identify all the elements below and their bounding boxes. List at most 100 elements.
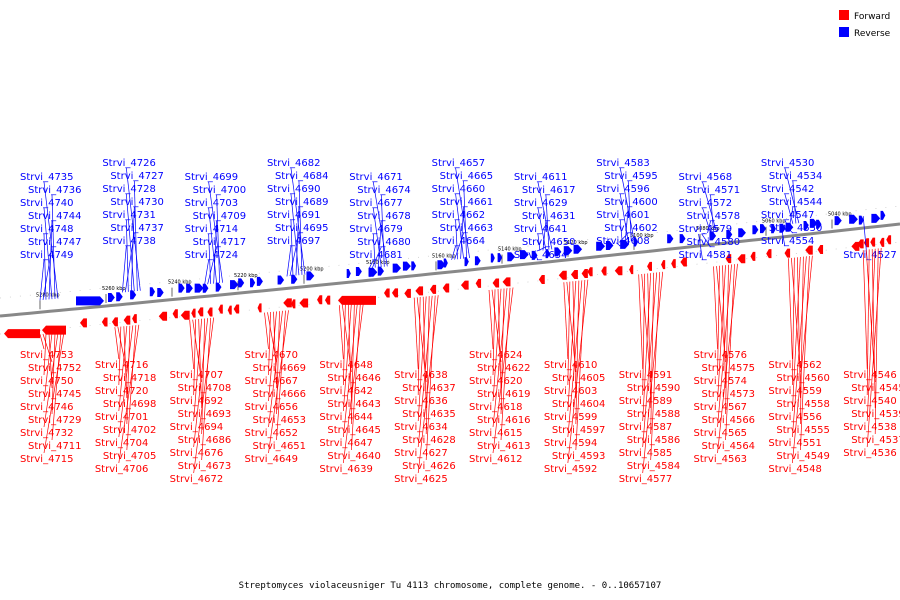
scale-tick-label: 5060 kbp [762,219,786,225]
forward-gene-leader [193,319,197,396]
reverse-gene-label: Strvi_4664 [432,236,486,247]
forward-gene-label: Strvi_4546 [843,370,897,381]
forward-gene-leader [572,281,577,399]
forward-gene-leader [422,296,427,409]
forward-gene-arrow [227,305,232,315]
reverse-gene-leader [43,181,59,299]
forward-gene-label: Strvi_4589 [619,396,673,407]
forward-gene-arrow [750,251,756,261]
reverse-gene-label: Strvi_4534 [769,171,823,182]
forward-gene-label: Strvi_4624 [469,350,523,361]
forward-gene-label: Strvi_4575 [702,363,756,374]
forward-gene-label: Strvi_4732 [20,428,74,439]
reverse-gene-leader [619,193,629,242]
reverse-gene-arrow [679,234,686,244]
forward-gene-leader [268,310,283,428]
reverse-gene-leader [545,194,550,250]
forward-gene-arrow [391,288,399,298]
forward-gene-label: Strvi_4592 [544,464,598,475]
reverse-gene-leader [783,224,794,234]
reverse-gene-arrow [402,261,411,271]
reverse-gene-leader [208,233,211,284]
forward-gene-leader [417,295,439,474]
forward-gene-arrow [299,298,309,308]
forward-gene-leader [567,281,571,386]
forward-gene-leader [118,325,128,412]
forward-gene-label: Strvi_4551 [768,438,822,449]
forward-gene-label: Strvi_4653 [253,415,307,426]
forward-gene-label: Strvi_4645 [327,425,381,436]
forward-gene-leader [575,280,586,451]
reverse-gene-label: Strvi_4657 [432,158,486,169]
forward-gene-arrow [257,303,262,313]
reverse-gene-label: Strvi_4580 [687,237,741,248]
forward-gene-label: Strvi_4566 [702,415,756,426]
forward-gene-label: Strvi_4702 [103,425,157,436]
reverse-gene-arrow [250,278,256,288]
reverse-gene-arrow [215,282,222,292]
forward-gene-label: Strvi_4536 [843,448,897,459]
forward-gene-leader [126,325,137,451]
forward-gene-arrow [42,325,66,335]
reverse-gene-arrow [437,260,446,270]
forward-gene-arrow [404,288,411,298]
reverse-gene-label: Strvi_4697 [267,236,321,247]
legend-forward-swatch [839,10,849,20]
forward-gene-label: Strvi_4753 [20,350,74,361]
forward-gene-leader [500,287,511,441]
forward-gene-label: Strvi_4540 [843,396,897,407]
forward-gene-label: Strvi_4604 [552,399,606,410]
forward-gene-leader [425,296,430,435]
scale-tick-label: 5200 kbp [300,267,324,273]
reverse-gene-leader [702,181,717,233]
forward-gene-leader [48,333,53,389]
reverse-gene-leader [784,167,800,224]
forward-gene-label: Strvi_4644 [319,412,373,423]
reverse-gene-label: Strvi_4601 [596,210,650,221]
forward-gene-arrow [886,235,892,245]
reverse-gene-arrow [178,283,185,293]
reverse-gene-label: Strvi_4530 [761,158,815,169]
reverse-gene-arrow [554,247,562,257]
reverse-gene-label: Strvi_4699 [185,172,239,183]
forward-gene-arrow [111,317,118,327]
forward-gene-leader [198,319,203,409]
forward-gene-arrow [283,298,292,308]
reverse-gene-label: Strvi_4608 [596,236,650,247]
forward-gene-label: Strvi_4628 [402,435,456,446]
reverse-gene-arrow [834,216,842,226]
reverse-gene-arrow [368,267,378,277]
forward-gene-leader [118,325,134,438]
reverse-gene-arrow [563,246,573,256]
reverse-gene-leader [455,167,470,259]
forward-gene-leader [722,265,726,389]
forward-gene-label: Strvi_4573 [702,389,756,400]
forward-gene-arrow [475,278,482,288]
forward-gene-leader [713,266,718,350]
reverse-gene-arrow [392,263,402,273]
forward-gene-leader [788,258,793,360]
forward-gene-arrow [338,295,376,305]
forward-gene-leader [123,326,128,399]
forward-gene-leader [866,248,882,448]
forward-gene-label: Strvi_4673 [178,461,232,472]
forward-gene-label: Strvi_4667 [245,376,299,387]
forward-gene-label: Strvi_4615 [469,428,523,439]
reverse-gene-leader [43,233,47,300]
reverse-gene-arrow [194,283,204,293]
scale-tick-label: 5260 kbp [102,286,126,292]
forward-gene-label: Strvi_4672 [170,474,224,485]
reverse-gene-arrow [149,287,156,297]
forward-gene-arrow [415,286,424,296]
forward-gene-leader [347,304,352,399]
forward-gene-leader [866,248,876,422]
reverse-gene-label: Strvi_4747 [28,237,82,248]
reverse-gene-label: Strvi_4748 [20,224,74,235]
forward-gene-leader [350,303,361,451]
reverse-gene-arrow [507,252,516,262]
forward-gene-arrow [863,238,870,248]
reverse-gene-leader [130,206,135,292]
reverse-guide-line [0,205,900,299]
forward-gene-leader [350,303,355,425]
reverse-gene-arrow [230,280,239,290]
